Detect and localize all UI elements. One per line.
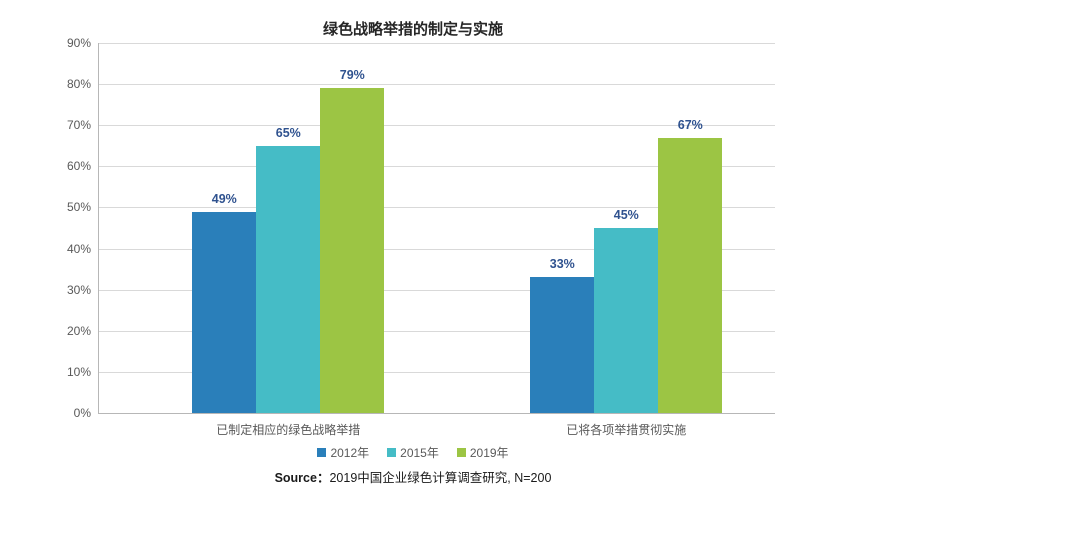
x-tick-label: 已将各项举措贯彻实施: [566, 421, 686, 438]
bar: 45%: [594, 228, 658, 413]
source-prefix: Source：: [275, 471, 330, 485]
bar-value-label: 33%: [550, 257, 575, 271]
y-tick-label: 40%: [51, 242, 91, 256]
legend-label: 2019年: [470, 444, 509, 461]
bar: 65%: [256, 146, 320, 413]
legend-item: 2015年: [387, 444, 439, 461]
chart-container: 绿色战略举措的制定与实施 49%65%79%33%45%67% 0%10%20%…: [38, 12, 788, 507]
y-tick-label: 90%: [51, 36, 91, 50]
bar-value-label: 79%: [340, 68, 365, 82]
bar-value-label: 45%: [614, 208, 639, 222]
bar: 33%: [530, 277, 594, 413]
bar-groups: 49%65%79%33%45%67%: [99, 43, 775, 413]
legend-item: 2019年: [457, 444, 509, 461]
y-tick-label: 0%: [51, 406, 91, 420]
x-tick-label: 已制定相应的绿色战略举措: [216, 421, 360, 438]
y-tick-label: 50%: [51, 200, 91, 214]
bar: 67%: [658, 138, 722, 413]
y-tick-label: 20%: [51, 324, 91, 338]
legend-swatch: [317, 448, 326, 457]
y-tick-label: 80%: [51, 77, 91, 91]
legend: 2012年 2015年 2019年: [38, 444, 788, 461]
source-text: 2019中国企业绿色计算调查研究, N=200: [329, 471, 551, 485]
bar: 79%: [320, 88, 384, 413]
bar-value-label: 49%: [212, 192, 237, 206]
bar: 49%: [192, 212, 256, 413]
legend-label: 2012年: [330, 444, 369, 461]
y-tick-label: 30%: [51, 283, 91, 297]
legend-label: 2015年: [400, 444, 439, 461]
bar-value-label: 65%: [276, 126, 301, 140]
legend-swatch: [387, 448, 396, 457]
y-tick-label: 60%: [51, 159, 91, 173]
legend-swatch: [457, 448, 466, 457]
y-tick-label: 70%: [51, 118, 91, 132]
bar-value-label: 67%: [678, 118, 703, 132]
y-tick-label: 10%: [51, 365, 91, 379]
plot-area: 49%65%79%33%45%67% 0%10%20%30%40%50%60%7…: [98, 43, 775, 414]
chart-title: 绿色战略举措的制定与实施: [38, 18, 788, 39]
source-line: Source：2019中国企业绿色计算调查研究, N=200: [38, 467, 788, 486]
legend-item: 2012年: [317, 444, 369, 461]
